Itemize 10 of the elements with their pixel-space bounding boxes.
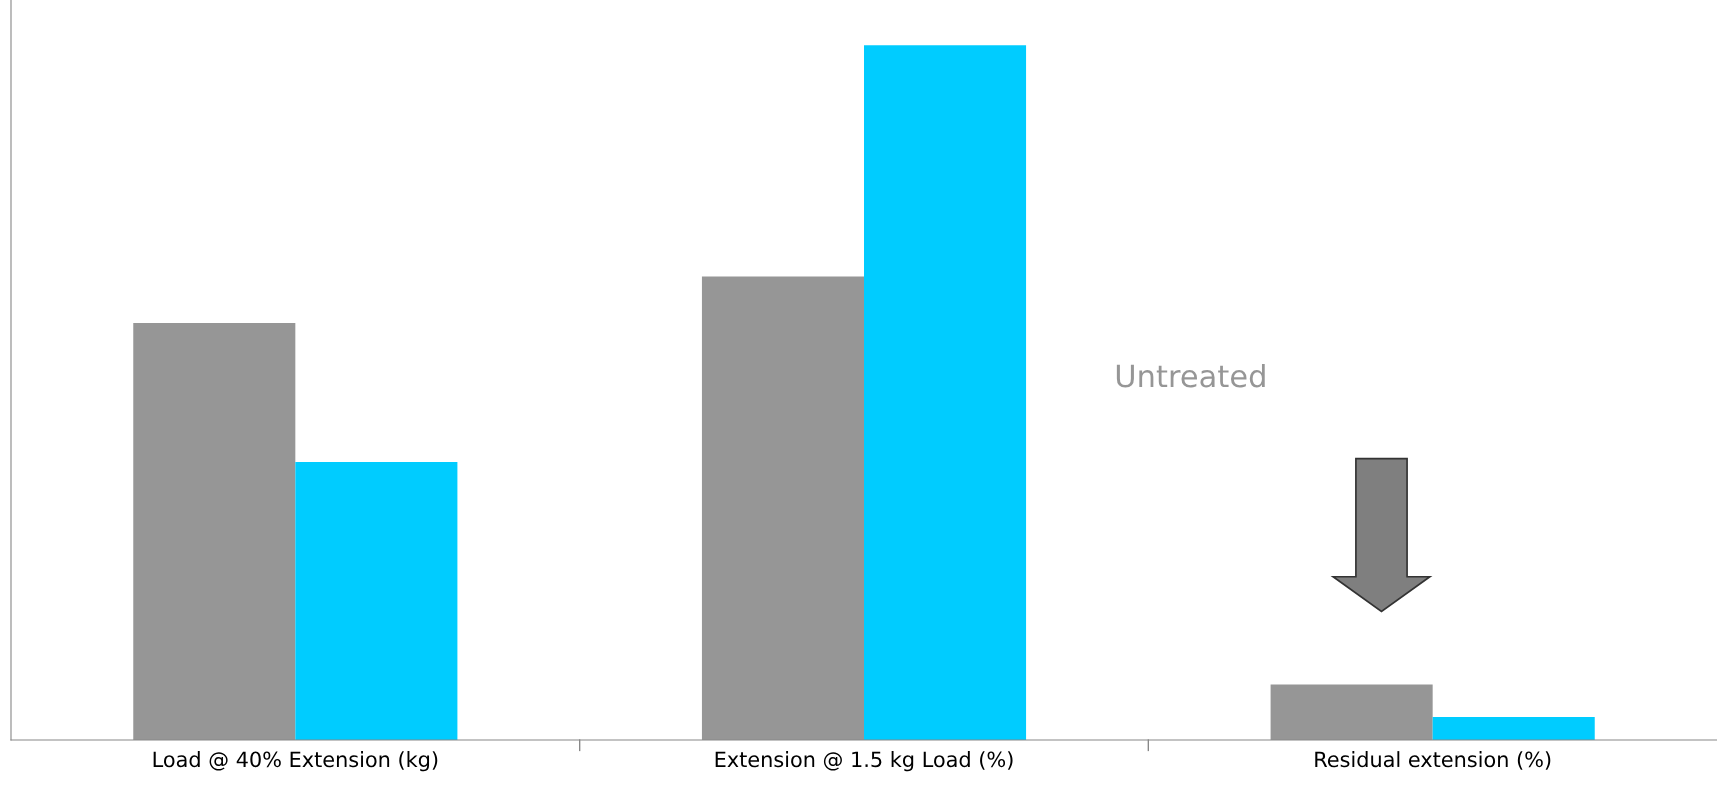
- bar: [864, 45, 1027, 740]
- x-tick-label: Residual extension (%): [1315, 751, 1551, 770]
- text: Untreated: [1116, 363, 1265, 388]
- bar: [295, 462, 458, 740]
- x-tick-label: Load @ 40% Extension (kg): [153, 751, 438, 772]
- x-tick-label: Extension @ 1.5 kg Load (%): [715, 751, 1013, 772]
- bar: [1432, 717, 1595, 740]
- bar: [701, 276, 864, 740]
- bar: [1270, 684, 1433, 740]
- bar: [133, 323, 296, 740]
